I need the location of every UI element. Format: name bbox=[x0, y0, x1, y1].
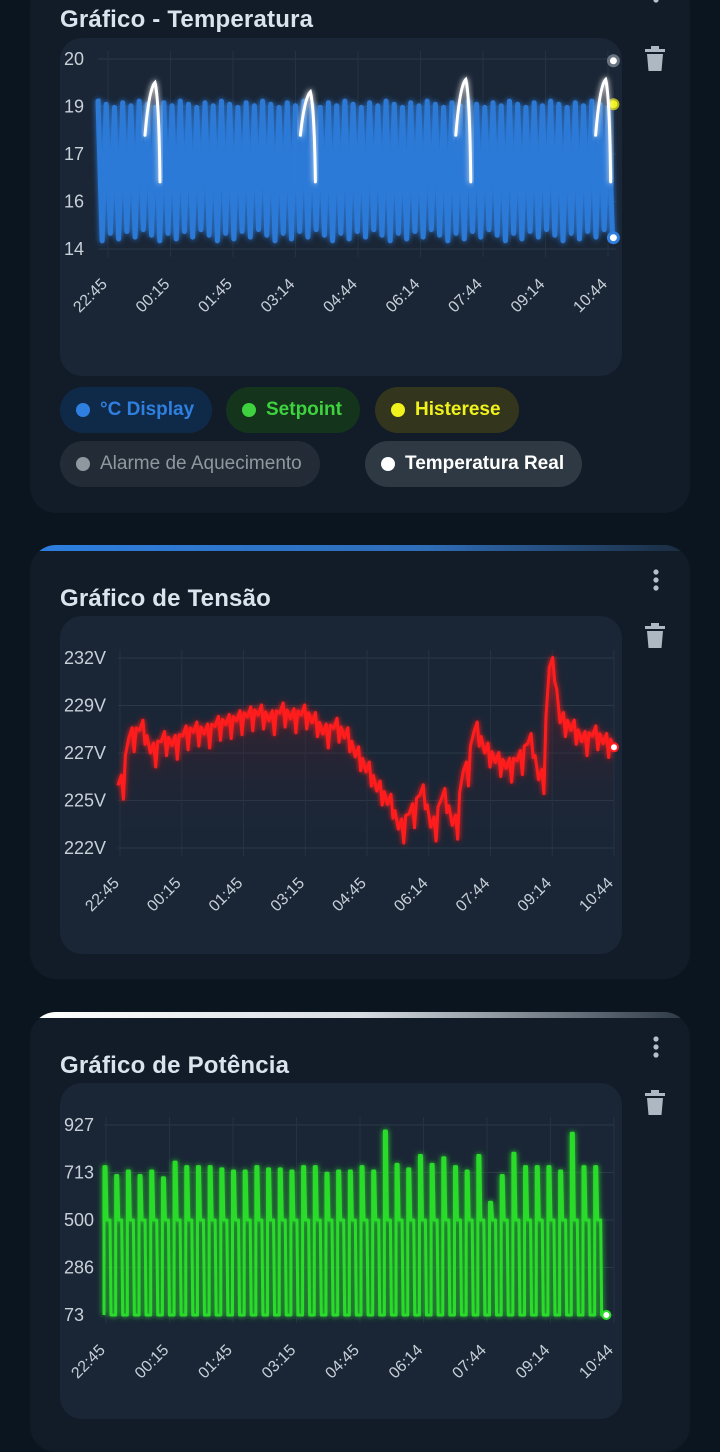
x-tick-label: 07:44 bbox=[453, 875, 493, 915]
y-tick-label: 20 bbox=[64, 49, 84, 69]
x-tick-label: 01:45 bbox=[195, 276, 235, 316]
display-series-line bbox=[95, 98, 616, 244]
x-tick-label: 07:44 bbox=[449, 1342, 489, 1382]
card-accent-bar bbox=[30, 545, 690, 551]
x-tick-label: 00:15 bbox=[132, 1342, 172, 1382]
y-tick-label: 73 bbox=[64, 1305, 84, 1325]
legend-chip-label: Alarme de Aquecimento bbox=[100, 453, 302, 474]
power-card-title: Gráfico de Potência bbox=[60, 1052, 290, 1079]
x-tick-label: 10:44 bbox=[570, 276, 610, 316]
y-tick-label: 713 bbox=[64, 1163, 94, 1183]
voltage-area-fill bbox=[118, 657, 614, 848]
legend-dot-icon bbox=[391, 403, 405, 417]
trash-icon[interactable] bbox=[644, 1090, 666, 1116]
y-tick-label: 232V bbox=[64, 648, 106, 668]
x-tick-label: 01:45 bbox=[195, 1342, 235, 1382]
more-vertical-icon[interactable] bbox=[650, 0, 662, 16]
x-tick-label: 22:45 bbox=[82, 875, 122, 915]
x-tick-label: 04:44 bbox=[320, 276, 360, 316]
x-tick-label: 04:45 bbox=[322, 1342, 362, 1382]
y-tick-label: 227V bbox=[64, 743, 106, 763]
x-tick-label: 06:14 bbox=[386, 1342, 426, 1382]
real-temperature-spike bbox=[454, 76, 473, 184]
y-tick-label: 229V bbox=[64, 696, 106, 716]
x-tick-label: 09:14 bbox=[508, 276, 548, 316]
voltage-end-point bbox=[609, 742, 619, 753]
power-series-line bbox=[102, 1129, 607, 1317]
legend-chip-label: Temperatura Real bbox=[405, 453, 565, 474]
y-tick-label: 286 bbox=[64, 1258, 94, 1278]
y-tick-label: 19 bbox=[64, 97, 84, 117]
y-tick-label: 17 bbox=[64, 144, 84, 164]
voltage-card: Gráfico de Tensão 232V 229V 227V 225V 222V 22… bbox=[30, 545, 690, 979]
legend-chip-histerese[interactable]: Histerese bbox=[375, 387, 519, 433]
more-vertical-icon[interactable] bbox=[650, 569, 662, 593]
x-tick-label: 03:15 bbox=[259, 1342, 299, 1382]
legend-chip-setpoint[interactable]: Setpoint bbox=[226, 387, 360, 433]
legend-chip-label: °C Display bbox=[100, 399, 195, 420]
temperature-chart: 20 19 17 16 14 22:45 00:15 01:45 03:14 04:44 06:14… bbox=[60, 38, 622, 376]
trash-icon[interactable] bbox=[644, 46, 666, 72]
x-tick-label: 10:44 bbox=[576, 1342, 616, 1382]
x-tick-label: 09:14 bbox=[515, 875, 555, 915]
x-tick-label: 03:14 bbox=[258, 276, 298, 316]
y-tick-label: 14 bbox=[64, 239, 84, 259]
x-tick-label: 22:45 bbox=[70, 276, 110, 316]
x-tick-label: 22:45 bbox=[68, 1342, 108, 1382]
legend-chip-label: Setpoint bbox=[266, 399, 342, 420]
power-card: Gráfico de Potência 927 713 500 286 73 22:45 0… bbox=[30, 1012, 690, 1452]
temperature-card: Gráfico - Temperatura 20 19 17 16 14 22:45 00:… bbox=[30, 0, 690, 513]
legend-chip-label: Histerese bbox=[415, 399, 501, 420]
legend-dot-icon bbox=[76, 403, 90, 417]
x-tick-label: 00:15 bbox=[144, 875, 184, 915]
x-tick-label: 03:15 bbox=[268, 875, 308, 915]
card-accent-bar bbox=[30, 1012, 690, 1018]
real-temperature-spike bbox=[298, 88, 317, 184]
trash-icon[interactable] bbox=[644, 623, 666, 649]
x-tick-label: 07:44 bbox=[445, 276, 485, 316]
x-tick-label: 01:45 bbox=[206, 875, 246, 915]
alarme-end-point bbox=[606, 54, 620, 68]
voltage-chart: 232V 229V 227V 225V 222V 22:45 00:15 01:45 03:15… bbox=[60, 616, 622, 954]
y-tick-label: 222V bbox=[64, 838, 106, 858]
temperature-card-title: Gráfico - Temperatura bbox=[60, 6, 314, 33]
real-temperature-spike bbox=[143, 79, 162, 184]
display-end-point bbox=[606, 231, 620, 245]
legend-dot-icon bbox=[242, 403, 256, 417]
legend-chip-real[interactable]: Temperatura Real bbox=[365, 441, 583, 487]
x-tick-label: 00:15 bbox=[133, 276, 173, 316]
x-tick-label: 10:44 bbox=[576, 875, 616, 915]
x-tick-label: 06:14 bbox=[391, 875, 431, 915]
legend-dot-icon bbox=[381, 457, 395, 471]
y-tick-label: 16 bbox=[64, 192, 84, 212]
power-chart: 927 713 500 286 73 22:45 00:15 01:45 03:15 04:45 0… bbox=[60, 1083, 622, 1419]
voltage-card-title: Gráfico de Tensão bbox=[60, 585, 272, 612]
legend-chip-display[interactable]: °C Display bbox=[60, 387, 213, 433]
real-temperature-spike bbox=[594, 76, 613, 184]
x-tick-label: 04:45 bbox=[329, 875, 369, 915]
voltage-series-line bbox=[116, 656, 616, 845]
y-tick-label: 500 bbox=[64, 1210, 94, 1230]
more-vertical-icon[interactable] bbox=[650, 1036, 662, 1060]
legend-chip-alarme[interactable]: Alarme de Aquecimento bbox=[60, 441, 320, 487]
legend-dot-icon bbox=[76, 457, 90, 471]
x-tick-label: 06:14 bbox=[383, 276, 423, 316]
y-tick-label: 225V bbox=[64, 791, 106, 811]
y-tick-label: 927 bbox=[64, 1115, 94, 1135]
power-end-point bbox=[601, 1310, 612, 1320]
x-tick-label: 09:14 bbox=[513, 1342, 553, 1382]
